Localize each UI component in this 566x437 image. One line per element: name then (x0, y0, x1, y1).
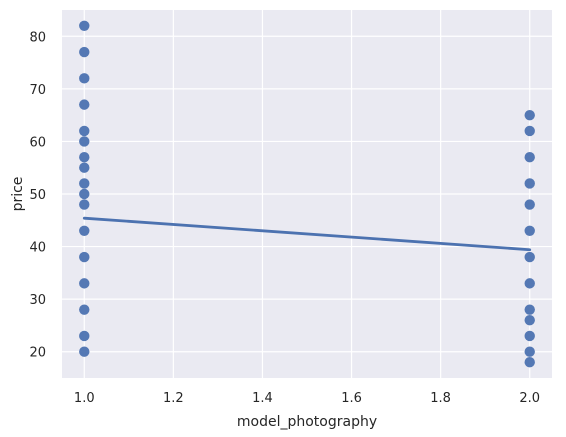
data-point (79, 346, 90, 357)
x-axis-label: model_photography (237, 414, 377, 430)
data-point (79, 278, 90, 289)
data-point (79, 304, 90, 315)
regression-line-layer (82, 216, 532, 252)
x-tick-label: 2.0 (519, 391, 540, 406)
x-tick-label: 1.2 (163, 391, 184, 406)
data-point (79, 251, 90, 263)
data-point (79, 330, 90, 342)
data-point (524, 330, 535, 342)
data-point (524, 225, 535, 236)
data-point (524, 304, 535, 315)
x-tick-label: 1.6 (341, 391, 362, 406)
x-tick-label: 1.0 (74, 391, 95, 406)
y-axis-label: price (10, 177, 26, 212)
data-point (524, 125, 535, 137)
data-point (524, 251, 535, 263)
y-tick-label: 70 (29, 83, 46, 98)
data-point (524, 178, 535, 189)
data-point (79, 199, 90, 210)
y-tick-label: 80 (29, 30, 46, 45)
grid (62, 10, 552, 378)
y-tick-label: 40 (29, 241, 46, 256)
data-point (524, 109, 535, 121)
y-tick-label: 50 (29, 188, 46, 203)
x-tick-label: 1.8 (430, 391, 451, 406)
data-point (79, 152, 90, 163)
data-point (79, 125, 90, 137)
data-point (79, 178, 90, 189)
data-point (524, 346, 535, 357)
y-tick-label: 30 (29, 293, 46, 308)
data-point (524, 199, 535, 210)
tick-labels: 1.0 1.2 1.4 1.6 1.8 2.0 20 30 40 50 60 70 80 (29, 30, 540, 406)
regression-line (82, 216, 532, 252)
data-point (524, 152, 535, 163)
data-point (79, 225, 90, 236)
data-points (79, 20, 535, 368)
data-point (524, 278, 535, 289)
data-point (524, 314, 535, 326)
data-point (79, 46, 90, 58)
data-point (79, 136, 90, 147)
data-point (79, 73, 90, 84)
x-tick-label: 1.4 (252, 391, 273, 406)
data-point (79, 162, 90, 173)
y-tick-label: 20 (29, 346, 46, 361)
data-point (79, 99, 90, 110)
data-point (79, 20, 90, 31)
y-tick-label: 60 (29, 135, 46, 150)
data-point (79, 188, 90, 200)
data-point (524, 357, 535, 368)
